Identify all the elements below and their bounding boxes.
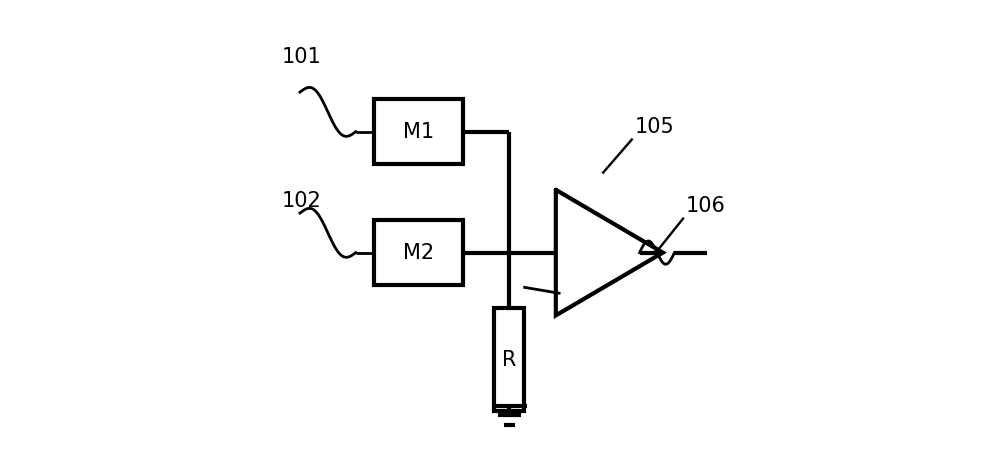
Text: R: R (502, 350, 516, 370)
Text: 101: 101 (281, 47, 321, 67)
Text: M1: M1 (403, 122, 434, 142)
Text: 106: 106 (686, 196, 726, 216)
Text: 102: 102 (281, 191, 321, 212)
Bar (494, 308, 524, 411)
Text: M2: M2 (403, 242, 434, 263)
Text: 105: 105 (635, 117, 675, 137)
Bar (374, 99, 463, 164)
Bar (374, 220, 463, 285)
